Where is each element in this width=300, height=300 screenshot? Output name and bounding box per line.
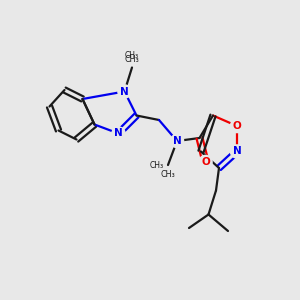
Circle shape: [112, 127, 125, 140]
Circle shape: [199, 155, 212, 169]
Text: N: N: [232, 146, 242, 157]
Circle shape: [230, 119, 244, 133]
Circle shape: [230, 145, 244, 158]
Text: N: N: [114, 128, 123, 139]
Text: N: N: [172, 136, 182, 146]
Text: N: N: [114, 128, 123, 139]
Text: N: N: [232, 146, 242, 157]
Circle shape: [118, 85, 131, 98]
Circle shape: [170, 134, 184, 148]
Text: O: O: [232, 121, 242, 131]
Text: N: N: [172, 136, 182, 146]
Text: N: N: [120, 86, 129, 97]
Text: O: O: [201, 157, 210, 167]
Text: CH₃: CH₃: [149, 160, 164, 169]
Text: CH₃: CH₃: [125, 51, 139, 60]
Text: CH₃: CH₃: [160, 170, 175, 179]
Text: CH₃: CH₃: [124, 55, 140, 64]
Text: N: N: [120, 86, 129, 97]
Text: O: O: [201, 157, 210, 167]
Text: O: O: [232, 121, 242, 131]
